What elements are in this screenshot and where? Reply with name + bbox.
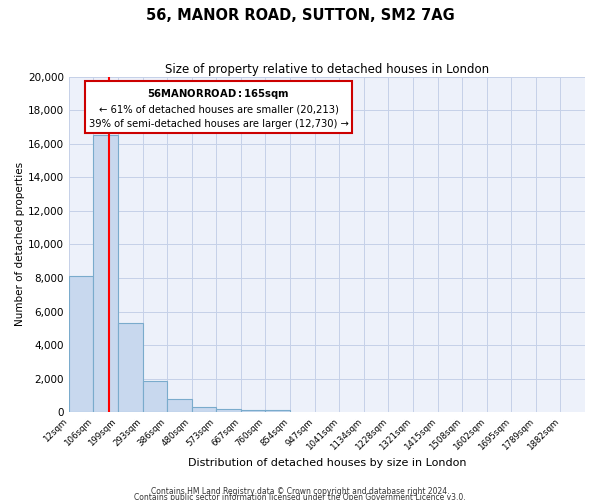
Text: 56, MANOR ROAD, SUTTON, SM2 7AG: 56, MANOR ROAD, SUTTON, SM2 7AG	[146, 8, 454, 22]
Text: Contains public sector information licensed under the Open Government Licence v3: Contains public sector information licen…	[134, 492, 466, 500]
Bar	[167, 398, 191, 412]
X-axis label: Distribution of detached houses by size in London: Distribution of detached houses by size …	[188, 458, 466, 468]
Y-axis label: Number of detached properties: Number of detached properties	[15, 162, 25, 326]
Bar	[216, 409, 241, 412]
Bar	[265, 410, 290, 412]
Text: Contains HM Land Registry data © Crown copyright and database right 2024.: Contains HM Land Registry data © Crown c…	[151, 486, 449, 496]
Bar	[69, 276, 94, 412]
Bar	[241, 410, 265, 412]
Bar	[94, 136, 118, 412]
Bar	[118, 324, 143, 412]
Title: Size of property relative to detached houses in London: Size of property relative to detached ho…	[165, 62, 489, 76]
Text: $\mathbf{56 MANOR ROAD: 165sqm}$
← 61% of detached houses are smaller (20,213)
3: $\mathbf{56 MANOR ROAD: 165sqm}$ ← 61% o…	[89, 86, 349, 128]
Bar	[191, 407, 216, 412]
Bar	[143, 381, 167, 412]
